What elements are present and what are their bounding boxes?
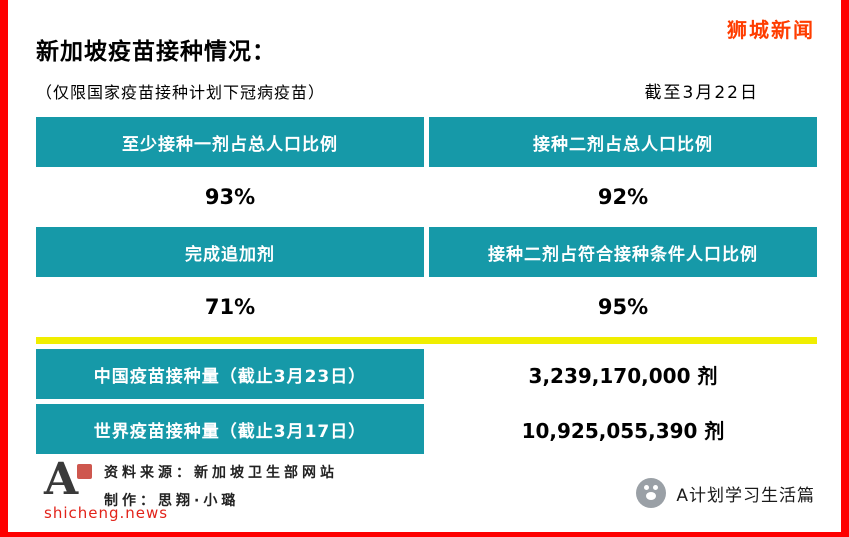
brand-name: 狮城新闻 [727,18,815,42]
total-label-world: 世界疫苗接种量（截止3月17日） [36,404,424,454]
bottom-red-border [0,532,849,537]
stat-value-eligible: 95% [429,282,817,332]
stat-header-booster: 完成追加剂 [36,227,424,277]
footer-right: A计划学习生活篇 [636,478,815,518]
total-value-china: 3,239,170,000 剂 [429,349,817,399]
total-value-world: 10,925,055,390 剂 [429,404,817,454]
yellow-divider [36,337,817,344]
stat-value-dose2: 92% [429,172,817,222]
credits: 资料来源：新加坡卫生部网站 制作：思翔·小璐 [104,458,338,518]
stat-value-booster: 71% [36,282,424,332]
total-label-china: 中国疫苗接种量（截止3月23日） [36,349,424,399]
footer: A shicheng.news 资料来源：新加坡卫生部网站 制作：思翔·小璐 A… [44,458,815,523]
source-line: 资料来源：新加坡卫生部网站 [104,465,338,481]
stat-header-dose2: 接种二剂占总人口比例 [429,117,817,167]
account-name: A计划学习生活篇 [676,485,815,506]
left-red-border [0,0,8,537]
infographic: 狮城新闻 新加坡疫苗接种情况： （仅限国家疫苗接种计划下冠病疫苗） 截至3月22… [8,0,841,532]
as-of-date: 截至3月22日 [644,83,759,103]
stat-header-dose1: 至少接种一剂占总人口比例 [36,117,424,167]
subtitle-row: （仅限国家疫苗接种计划下冠病疫苗） 截至3月22日 [36,78,817,103]
wechat-account-icon [636,478,667,508]
logo: A shicheng.news [44,458,167,523]
icon-dot [653,485,659,490]
site-url: shicheng.news [44,504,169,522]
icon-dot [646,492,657,500]
stat-value-dose1: 93% [36,172,424,222]
logo-letter: A [44,454,79,505]
footer-left: A shicheng.news 资料来源：新加坡卫生部网站 制作：思翔·小璐 [44,458,338,523]
maker-line: 制作：思翔·小璐 [104,493,240,509]
vaccination-stats-table: 至少接种一剂占总人口比例 接种二剂占总人口比例 93% 92% 完成追加剂 接种… [36,117,817,454]
page-subtitle: （仅限国家疫苗接种计划下冠病疫苗） [36,83,326,102]
logo-seal-icon [77,464,92,479]
icon-dot [644,485,650,490]
right-red-border [841,0,849,537]
stat-header-eligible: 接种二剂占符合接种条件人口比例 [429,227,817,277]
page-title: 新加坡疫苗接种情况： [36,39,276,65]
